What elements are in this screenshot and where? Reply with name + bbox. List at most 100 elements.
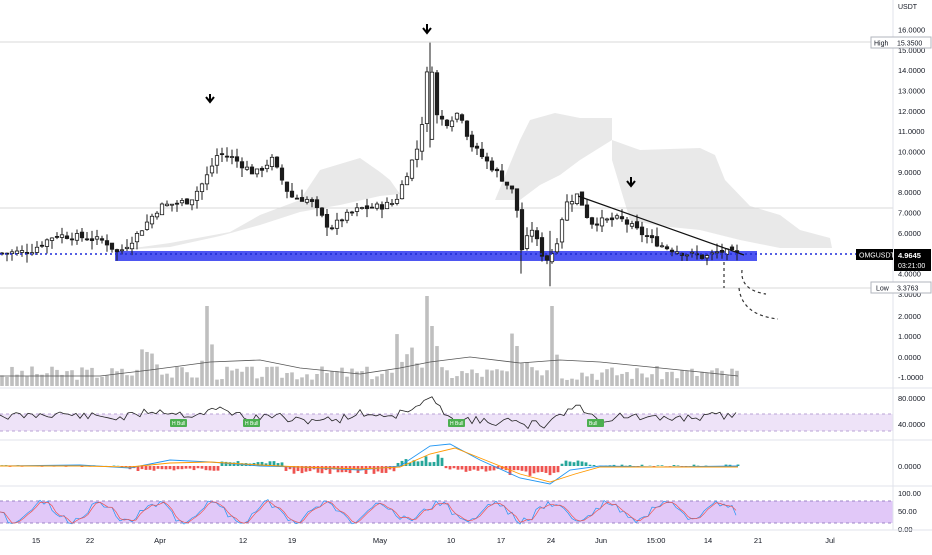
candle xyxy=(595,224,598,225)
candle xyxy=(630,224,633,227)
price-tick-label: 12.0000 xyxy=(898,107,925,116)
candle xyxy=(565,202,568,220)
macd-histogram-bar xyxy=(165,466,168,469)
low-label: Low xyxy=(876,286,890,293)
candle xyxy=(605,219,608,220)
candle xyxy=(405,177,408,185)
candle xyxy=(125,247,128,248)
macd-histogram-bar xyxy=(577,461,580,466)
volume-bar xyxy=(675,378,679,386)
volume-bar xyxy=(425,296,429,386)
macd-histogram-bar xyxy=(529,466,532,476)
candle xyxy=(330,228,333,229)
volume-bar xyxy=(610,368,614,386)
macd-histogram-bar xyxy=(205,466,208,470)
macd-histogram-bar xyxy=(373,466,376,474)
candle xyxy=(245,167,248,169)
macd-histogram-bar xyxy=(425,456,428,466)
candle xyxy=(150,216,153,224)
divergence-label: H Bull xyxy=(245,421,258,427)
high-value: 15.3500 xyxy=(897,41,922,48)
candle xyxy=(115,250,118,252)
price-tick-label: 8.0000 xyxy=(898,188,921,197)
candle xyxy=(410,160,413,178)
volume-bar xyxy=(635,368,639,386)
price-tick-label: 14.0000 xyxy=(898,66,925,75)
volume-bar xyxy=(650,374,654,386)
candle xyxy=(235,157,238,161)
candle xyxy=(110,243,113,249)
candle xyxy=(175,203,178,204)
candle xyxy=(35,247,38,252)
candle xyxy=(370,207,373,208)
candle xyxy=(190,200,193,205)
volume-tick-label: 2.0000 xyxy=(898,312,921,321)
candle xyxy=(355,208,358,212)
price-tick-label: 6.0000 xyxy=(898,229,921,238)
macd-histogram-bar xyxy=(621,465,624,466)
volume-bar xyxy=(660,379,664,386)
macd-histogram-bar xyxy=(477,466,480,471)
volume-bar xyxy=(235,369,239,386)
volume-bar xyxy=(25,376,29,386)
candle xyxy=(215,156,218,166)
volume-bar xyxy=(125,375,129,386)
candle xyxy=(360,208,363,209)
time-tick-label: May xyxy=(373,536,387,545)
volume-bar xyxy=(75,380,79,386)
volume-bar xyxy=(400,362,404,386)
candle xyxy=(165,204,168,206)
macd-histogram-bar xyxy=(329,466,332,474)
volume-bar xyxy=(20,371,24,386)
volume-bar xyxy=(210,344,214,386)
volume-bar xyxy=(495,369,499,386)
candle xyxy=(320,208,323,215)
macd-histogram-bar xyxy=(453,466,456,468)
volume-bar xyxy=(530,367,534,386)
candle xyxy=(180,200,183,202)
macd-histogram-bar xyxy=(573,462,576,466)
volume-bar xyxy=(305,374,309,386)
volume-bar xyxy=(705,373,709,386)
macd-histogram-bar xyxy=(201,466,204,469)
currency-label: USDT xyxy=(898,4,918,11)
volume-bar xyxy=(110,368,114,386)
volume-bar xyxy=(490,370,494,386)
volume-bar xyxy=(720,371,724,386)
projection-dashed-arrow-2 xyxy=(742,270,766,294)
divergence-label: H Bull xyxy=(450,421,463,427)
volume-bar xyxy=(140,349,144,386)
candle xyxy=(610,218,613,220)
time-tick-label: 12 xyxy=(239,536,247,545)
volume-bar xyxy=(295,379,299,386)
candle xyxy=(515,189,518,211)
candle xyxy=(290,191,293,197)
macd-histogram-bar xyxy=(309,466,312,471)
candle xyxy=(720,250,723,252)
volume-bar xyxy=(70,370,74,386)
macd-histogram-bar xyxy=(541,466,544,472)
macd-histogram-bar xyxy=(569,462,572,466)
candle xyxy=(615,216,618,218)
volume-bar xyxy=(375,376,379,386)
candle xyxy=(470,135,473,147)
volume-bar xyxy=(680,370,684,386)
volume-bar xyxy=(265,367,269,386)
macd-histogram-bar xyxy=(525,466,528,472)
candle xyxy=(270,157,273,166)
volume-bar xyxy=(595,380,599,386)
volume-bar xyxy=(130,376,134,386)
candle xyxy=(220,154,223,155)
price-tick-label: 7.0000 xyxy=(898,209,921,218)
volume-bar xyxy=(430,326,434,386)
candle xyxy=(545,256,548,260)
macd-histogram-bar xyxy=(321,466,324,473)
candle xyxy=(340,220,343,221)
candle xyxy=(200,184,203,192)
volume-bar xyxy=(685,371,689,386)
candle xyxy=(385,202,388,208)
high-label: High xyxy=(874,41,889,48)
